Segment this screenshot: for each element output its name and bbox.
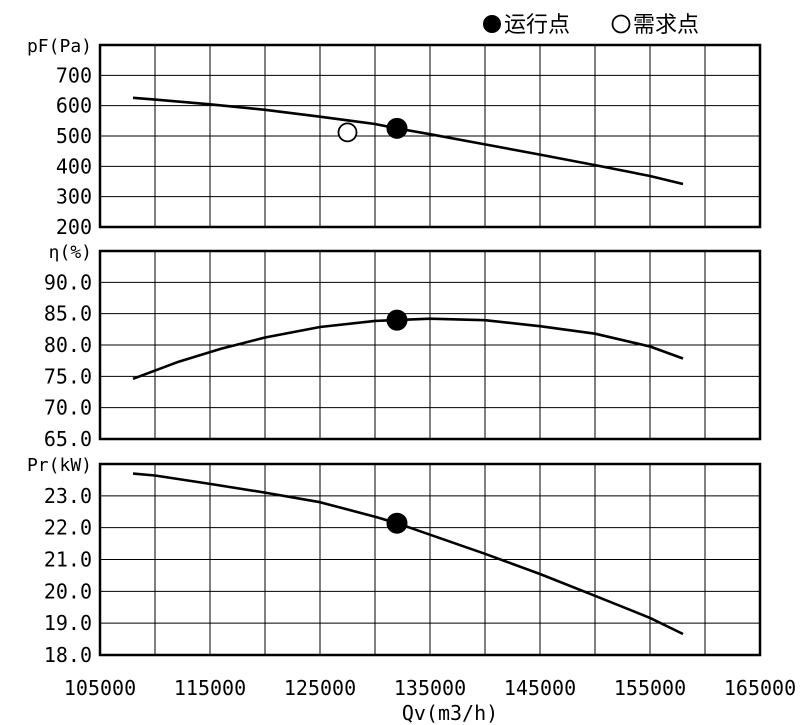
y-tick-label: 600 [56,94,92,118]
legend-operating-label: 运行点 [504,13,570,38]
y-tick-label: 70.0 [44,396,92,420]
y-tick-label: 700 [56,63,92,87]
y-tick-label: 400 [56,154,92,178]
demand-point [337,122,358,143]
y-tick-label: 75.0 [44,364,92,388]
operating-point [386,309,408,331]
legend-demand-label: 需求点 [633,13,699,38]
panel-2: 65.0 70.0 75.0 80.0 85.0 90.0 η(%) [44,242,762,451]
legend-operating-marker [483,15,501,33]
y-tick-label: 21.0 [44,548,92,572]
y-tick-label: 300 [56,185,92,209]
y-tick-label: 18.0 [44,643,92,667]
y-tick-label: 500 [56,124,92,148]
y-tick-label: 20.0 [44,579,92,603]
x-tick-label: 165000 [724,676,796,700]
y-tick-label: 85.0 [44,302,92,326]
performance-curve [132,472,684,636]
performance-curve [132,96,684,186]
x-tick-label: 115000 [174,676,246,700]
plot-frame [98,462,762,657]
operating-point [386,117,408,139]
y-axis-label: pF(Pa) [27,36,92,57]
x-axis-label: Qv(m3/h) [402,701,498,725]
panel-3: 18.0 19.0 20.0 21.0 22.0 23.0 Pr(kW) 105000 1150… [27,455,796,725]
y-tick-label: 19.0 [44,611,92,635]
y-tick-label: 65.0 [44,427,92,451]
legend: 运行点 需求点 [483,13,699,38]
y-tick-label: 200 [56,215,92,239]
panel-1: 200 300 400 500 600 700 pF(Pa) [27,36,762,239]
x-tick-label: 125000 [284,676,356,700]
y-axis-label: η(%) [49,242,92,263]
y-tick-label: 22.0 [44,516,92,540]
x-tick-label: 145000 [504,676,576,700]
x-tick-label: 135000 [394,676,466,700]
y-tick-label: 23.0 [44,484,92,508]
performance-curve [132,317,684,381]
x-tick-label: 155000 [614,676,686,700]
y-tick-label: 80.0 [44,333,92,357]
y-tick-label: 90.0 [44,270,92,294]
x-tick-label: 105000 [64,676,136,700]
legend-demand-marker [611,14,631,34]
plot-frame [98,249,762,441]
y-axis-label: Pr(kW) [27,455,92,476]
operating-point [386,512,408,534]
plot-frame [98,43,762,229]
